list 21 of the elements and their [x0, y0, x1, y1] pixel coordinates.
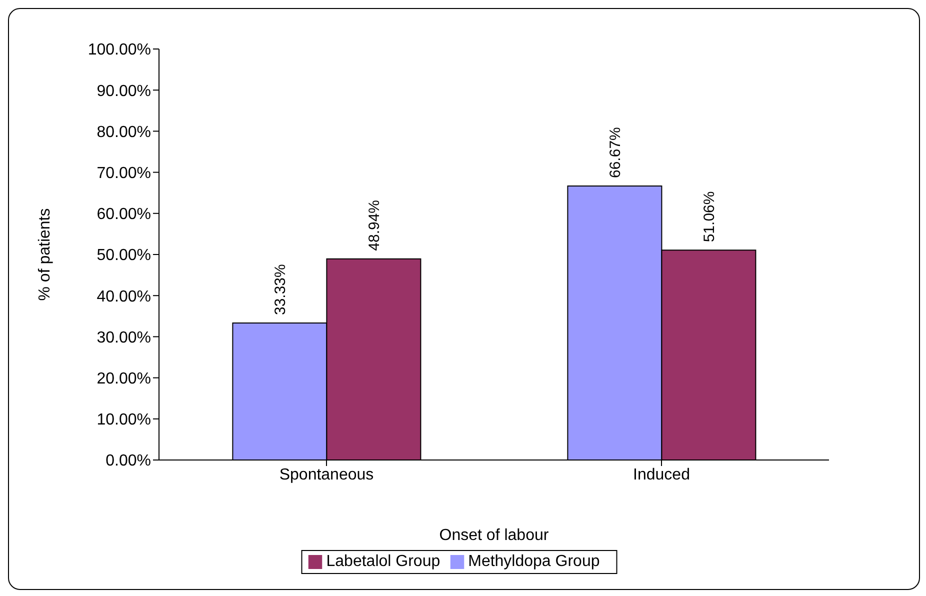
y-tick-label: 90.00%	[96, 82, 151, 100]
x-tick-label: Induced	[633, 466, 690, 484]
x-tick-label: Spontaneous	[279, 466, 374, 484]
y-tick-label: 100.00%	[88, 42, 151, 59]
data-label: 33.33%	[272, 264, 289, 316]
legend-label: Methyldopa Group	[468, 553, 600, 570]
y-tick-label: 10.00%	[96, 412, 151, 429]
y-axis-title: % of patients	[36, 208, 54, 301]
y-tick-label: 80.00%	[96, 124, 151, 141]
y-tick-label: 50.00%	[96, 247, 151, 264]
y-tick-label: 30.00%	[96, 329, 151, 346]
y-tick-label: 40.00%	[96, 288, 151, 306]
y-tick-label: 70.00%	[96, 164, 151, 182]
y-tick-label: 60.00%	[96, 206, 151, 224]
y-tick-label: 0.00%	[106, 452, 151, 470]
y-tick-label: 20.00%	[96, 370, 151, 388]
legend-label: Labetalol Group	[326, 553, 440, 570]
data-label: 51.06%	[700, 191, 718, 242]
x-axis-title: Onset of labour	[439, 527, 550, 544]
data-label: 48.94%	[366, 200, 383, 251]
data-label: 66.67%	[606, 127, 624, 178]
